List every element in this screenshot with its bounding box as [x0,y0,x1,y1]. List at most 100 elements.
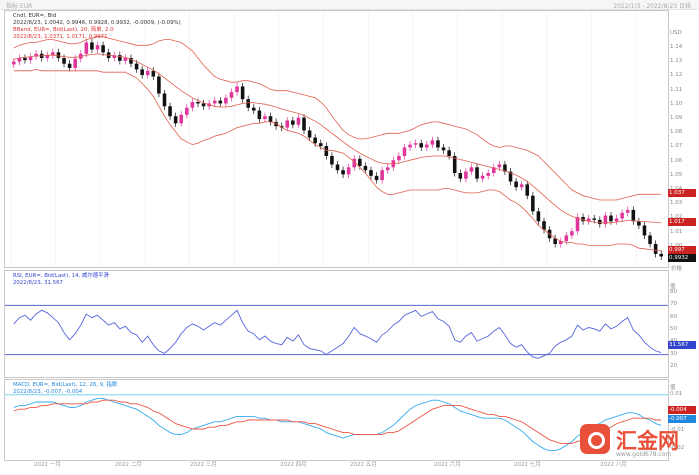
price-axis-tick: 1.07 [670,143,683,150]
candle-body [369,170,373,176]
macd-axis-tick: -0.02 [670,444,685,451]
candle-body [112,55,117,59]
candle-body [296,117,301,125]
candle-body [123,58,128,61]
legend-line: 2022/8/23, 31.567 [13,280,63,286]
candle-body [642,225,647,236]
rsi-panel[interactable]: RSI, EUR=, Bid(Last), 14, 威尔德平滑 2022/8/2… [4,270,669,378]
candle-body [118,55,122,61]
header-left-text: 指标 EUR [6,3,33,10]
candle-body [229,92,234,98]
candle-body [212,100,217,104]
candle-body [653,243,658,254]
macd-signal-line [13,399,662,444]
rsi-legend: RSI, EUR=, Bid(Last), 14, 威尔德平滑 2022/8/2… [13,273,109,287]
macd-value-label: -0.007 [668,415,696,423]
candle-body [162,93,167,107]
candle-body [614,218,619,222]
candle-body [291,120,295,125]
price-axis-tick: 1.09 [670,115,683,122]
rsi-axis-tick: 20 [670,362,677,369]
bband-middle-line [13,53,662,224]
band-lower-value-label: 0.997 [668,246,696,254]
price-axis-title: 价格 [671,266,683,272]
candle-body [558,241,563,244]
band-middle-value-label: 1.017 [668,218,696,226]
candle-body [279,126,284,128]
candle-body [413,143,418,145]
candle-body [346,167,351,175]
bband-upper-line [13,36,662,201]
candle-body [335,164,340,171]
candle-body [397,155,401,161]
price-axis-tick: 1.01 [670,228,683,235]
candle-body [648,235,652,244]
candle-body [218,100,223,104]
candle-body [586,218,591,222]
candle-body [313,137,317,144]
macd-signal-value-label: -0.004 [668,406,696,414]
candle-body [235,86,239,93]
price-legend: Cndl, EUR=, Bid 2022/8/23, 1.0042, 0.994… [13,13,181,41]
price-y-axis: USD 1.14 1.13 1.12 1.11 1.10 1.09 1.08 1.07 1.06… [668,10,699,266]
candle-body [609,215,613,222]
legend-line: Cndl, EUR=, Bid [13,13,57,19]
candle-body [519,184,524,188]
candle-body [352,158,357,168]
x-axis-label: 2022 二月 [115,462,142,468]
candle-body [246,99,250,108]
candle-body [330,155,334,165]
candle-body [73,58,77,68]
watermark-name: 汇金网 [616,429,679,453]
candle-body [151,70,156,77]
candle-body [17,58,22,62]
candle-body [240,86,245,100]
legend-line: 2022/8/23, 1.0042, 0.9946, 0.9928, 0.993… [13,20,181,26]
macd-panel[interactable]: MACD, EUR=, Bid(Last), 12, 26, 9, 指数 202… [4,379,669,461]
watermark: 汇金网 www.gold678.com [576,418,694,464]
legend-line: 2022/8/23, 1.0371, 1.0171, 0.9971 [13,34,108,40]
candle-body [430,140,435,145]
candle-body [425,144,429,148]
candle-body [603,215,608,225]
candle-body [341,170,345,175]
candle-body [570,231,574,236]
candle-body [179,114,184,124]
rsi-y-axis: 值 80706050403020 [668,270,699,376]
candlestick-chart [10,11,663,267]
candle-body [464,171,468,179]
candle-body [620,212,624,219]
candle-body [168,106,172,117]
candle-body [536,211,541,222]
bband-lower-line [13,68,662,252]
candle-body [447,150,451,156]
candle-body [201,103,206,107]
legend-line: BBand, EUR=, Bid(Last), 20, 简单, 2.0 [13,27,114,33]
candle-body [469,167,474,172]
candle-body [525,184,530,196]
candle-body [129,58,133,64]
candle-body [575,217,580,232]
legend-line: RSI, EUR=, Bid(Last), 14, 威尔德平滑 [13,273,109,279]
price-axis-tick: 1.12 [670,72,683,79]
x-axis-label: 2022 三月 [190,462,217,468]
candle-body [185,107,189,115]
candle-body [251,107,256,111]
candle-body [145,70,150,76]
price-axis-tick: 1.13 [670,58,683,65]
candle-body [402,147,407,156]
candle-body [458,173,463,179]
candle-body [497,164,502,168]
candle-body [274,121,278,127]
candle-body [134,63,139,70]
candle-body [374,175,379,181]
price-chart-panel[interactable]: Cndl, EUR=, Bid 2022/8/23, 1.0042, 0.994… [4,10,669,268]
candle-body [564,235,569,242]
macd-line [13,397,662,452]
candle-body [45,55,50,59]
candle-body [441,147,446,151]
candle-body [196,102,200,104]
rsi-axis-tick: 80 [670,289,677,296]
candle-body [408,144,412,148]
candle-body [358,158,362,166]
